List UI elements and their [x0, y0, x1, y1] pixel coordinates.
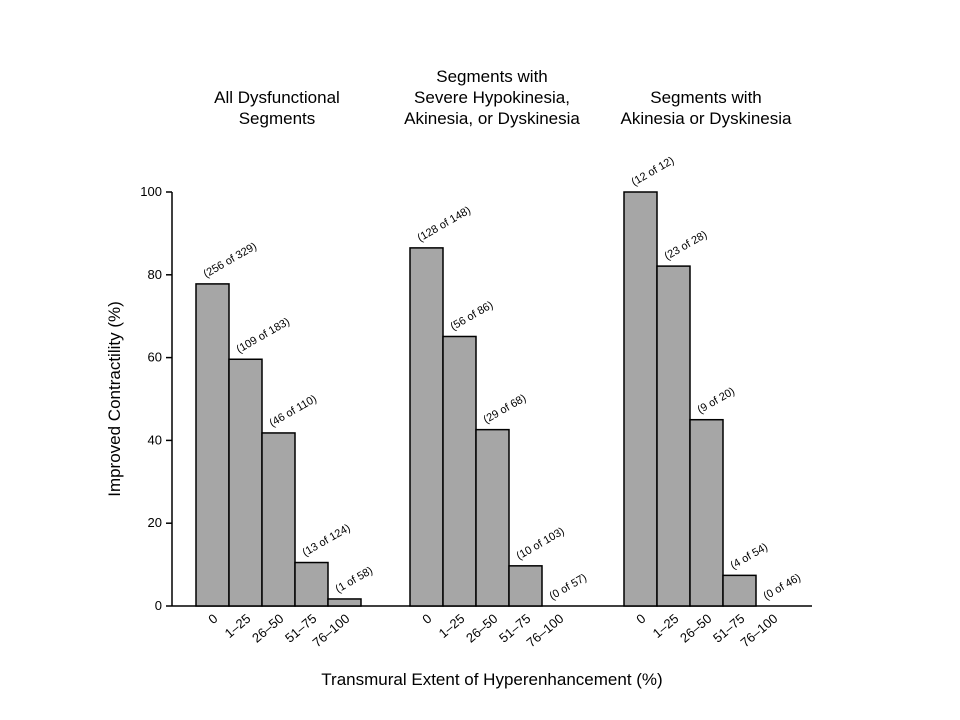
category-label: 0	[205, 611, 220, 627]
bar	[409, 247, 444, 607]
bar-data-label: (4 of 54)	[729, 541, 770, 572]
category-label: 26–50	[249, 611, 286, 646]
bar-data-label: (256 of 329)	[202, 240, 259, 280]
bar-data-label: (13 of 124)	[301, 522, 353, 559]
bar	[689, 418, 724, 607]
bar	[327, 598, 362, 607]
bar-data-label: (0 of 46)	[762, 572, 803, 603]
y-tick-label: 20	[148, 515, 162, 530]
panel-titles: All Dysfunctional Segments Segments with Se…	[214, 67, 792, 128]
panel-title-line: Segments with	[436, 67, 548, 86]
y-tick-label: 100	[140, 184, 162, 199]
category-label: 26–50	[463, 611, 500, 646]
y-axis-title: Improved Contractility (%)	[105, 301, 124, 497]
category-label: 76–100	[524, 611, 567, 650]
bar-data-label: (56 of 86)	[449, 299, 496, 333]
category-label: 76–100	[310, 611, 353, 650]
bar	[475, 428, 510, 607]
panel-title-line: Akinesia, or Dyskinesia	[404, 109, 580, 128]
bar-data-label: (109 of 183)	[235, 316, 292, 356]
bars	[195, 191, 757, 607]
category-label: 0	[633, 611, 648, 627]
bar-data-label: (46 of 110)	[268, 393, 319, 430]
bar	[442, 335, 477, 607]
bar	[508, 565, 543, 607]
panel-title-line: All Dysfunctional	[214, 88, 340, 107]
y-ticks: 0 20 40 60 80 100	[140, 184, 172, 613]
bar	[195, 283, 230, 607]
bar-data-label: (10 of 103)	[515, 525, 567, 562]
bar-data-label: (128 of 148)	[416, 204, 473, 244]
category-label: 26–50	[677, 611, 714, 646]
panel-title-line: Akinesia or Dyskinesia	[620, 109, 792, 128]
panel-title-line: Segments	[239, 109, 316, 128]
panel-title-line: Segments with	[650, 88, 762, 107]
x-axis-title: Transmural Extent of Hyperenhancement (%…	[321, 670, 662, 689]
bar-data-label: (12 of 12)	[630, 155, 677, 189]
bar	[656, 265, 691, 607]
bar-data-label: (1 of 58)	[334, 565, 375, 596]
y-tick-label: 0	[155, 598, 162, 613]
bar	[722, 574, 757, 607]
y-tick-label: 60	[148, 350, 162, 365]
category-label: 0	[419, 611, 434, 627]
bar	[228, 358, 263, 607]
y-tick-label: 80	[148, 267, 162, 282]
category-label: 76–100	[738, 611, 781, 650]
bar	[261, 432, 296, 607]
panel-title-line: Severe Hypokinesia,	[414, 88, 570, 107]
bar-data-label: (29 of 68)	[482, 392, 529, 426]
bar-data-label: (23 of 28)	[663, 229, 710, 263]
bar-data-label: (0 of 57)	[548, 572, 589, 603]
bar	[294, 561, 329, 607]
category-label: 1–25	[436, 611, 468, 641]
bar	[623, 191, 658, 607]
category-label: 1–25	[222, 611, 254, 641]
y-tick-label: 40	[148, 432, 162, 447]
bar-data-label: (9 of 20)	[696, 385, 737, 416]
category-label: 1–25	[650, 611, 682, 641]
